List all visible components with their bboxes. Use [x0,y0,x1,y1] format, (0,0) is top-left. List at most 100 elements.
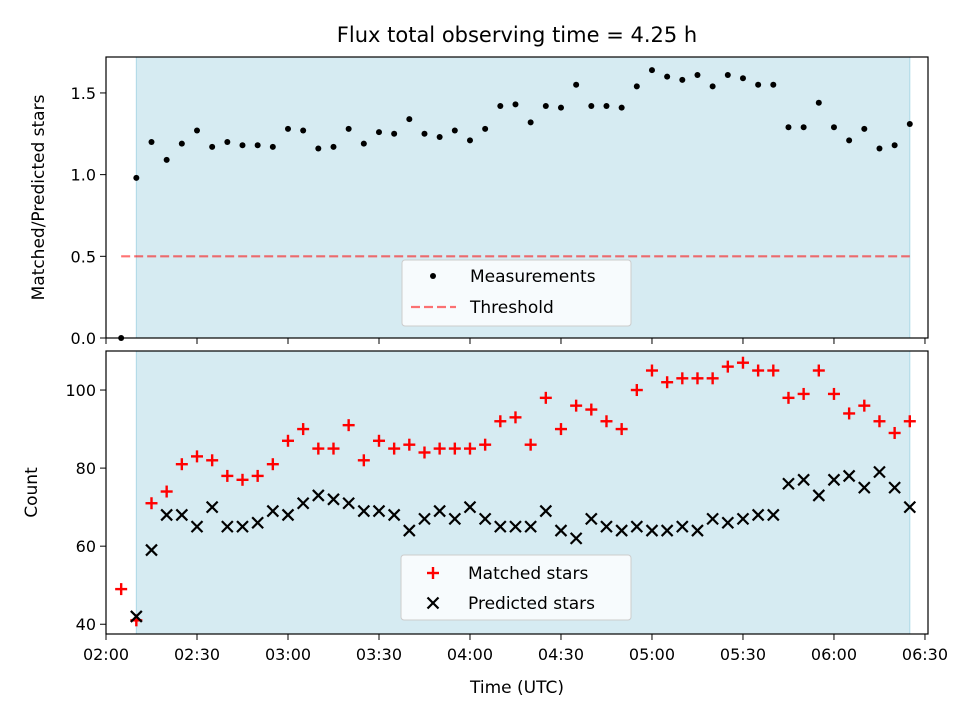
measurement-point [557,104,564,111]
bottom-x-tick-label: 06:00 [811,645,857,664]
top-legend: Measurements Threshold [401,259,632,327]
predicted-star-point [221,520,234,533]
predicted-x-b [842,469,856,483]
measurement-point [193,127,200,134]
bottom-y-axis-label: Count [22,467,42,518]
matched-star-point [403,438,416,451]
bottom-axes-frame [105,350,929,635]
measurement-point [618,104,625,111]
matched-star-point [873,415,886,428]
matched-star-point [827,387,840,400]
predicted-x-b [494,520,507,533]
top-y-tick-label: 1.0 [71,166,96,185]
measurement-point [163,156,170,163]
predicted-x-b [751,508,765,522]
matched-star-point [630,384,643,397]
predicted-star-point [812,489,826,502]
matched-star-point [266,458,279,471]
predicted-x-b [569,532,583,545]
predicted-star-point [312,489,325,502]
predicted-x-b [312,489,325,502]
measurement-point [421,130,428,137]
bottom-x-tick-label: 04:30 [538,645,584,664]
predicted-x-b [327,493,340,506]
matched-star-point [206,454,219,467]
predicted-x-b [585,512,598,526]
predicted-x-b [160,508,173,522]
legend-predicted-label: Predicted stars [468,594,595,614]
top-axes-frame [105,56,929,339]
predicted-star-point [615,524,628,537]
legend-predicted-marker-b [426,596,440,610]
predicted-star-point [630,520,644,533]
top-panel: 0.0 0.5 1.0 1.5 Measurements Threshold [71,56,929,348]
predicted-star-point [660,524,674,537]
predicted-star-point [691,524,704,537]
predicted-star-point [236,520,249,533]
matched-star-point [797,387,810,400]
predicted-star-point [842,469,856,483]
bottom-y-tick-label: 40 [76,615,96,634]
predicted-x-b [266,504,280,518]
matched-star-point [661,376,674,389]
measurement-point [512,101,519,108]
measurement-point [815,99,822,106]
measurement-point [648,67,655,74]
bottom-legend-frame [400,554,632,621]
bottom-x-tick-label: 05:00 [629,645,675,664]
predicted-x-b [342,496,355,510]
predicted-star-point [160,508,173,522]
predicted-x-b [387,508,401,522]
matched-star-point [570,399,583,412]
measurement-point [482,125,489,132]
predicted-x-b [524,520,537,533]
measurement-point [466,137,473,144]
predicted-x-b [782,477,795,490]
predicted-x-b [251,516,264,530]
predicted-star-point [448,512,462,526]
predicted-star-point [873,465,886,479]
matched-star-point [372,434,385,447]
matched-star-point [903,415,916,428]
bottom-y-tick-label: 80 [76,459,96,478]
matched-star-point [115,583,128,596]
bottom-x-tick-label: 06:30 [902,645,948,664]
predicted-x-b [827,473,841,487]
measurement-point [846,137,853,144]
matched-star-point [160,485,173,498]
measurement-point [436,134,443,141]
predicted-star-point [296,496,310,510]
predicted-star-point [903,500,917,514]
predicted-x-b [767,508,780,522]
bottom-x-tick-label: 03:00 [265,645,311,664]
predicted-star-point [342,496,355,510]
measurement-point [315,145,322,152]
predicted-x-b [630,520,644,533]
predicted-star-point [357,504,371,518]
predicted-star-point [539,504,553,518]
measurement-point [679,76,686,83]
top-y-axis-label: Matched/Predicted stars [29,94,49,300]
measurement-point [406,116,413,123]
measurement-point [770,81,777,88]
matched-star-point [615,423,628,436]
matched-star-point [463,442,476,455]
matched-star-point [418,446,431,459]
top-y-tick-label: 0.0 [71,329,96,348]
predicted-star-point [888,481,901,494]
legend-measurements-label: Measurements [470,267,596,287]
predicted-star-point [463,500,477,514]
measurement-point [709,83,716,90]
predicted-x-b [236,520,249,533]
predicted-star-point [524,520,537,533]
measurement-point [603,103,610,110]
measurement-point [664,73,671,80]
legend-threshold-label: Threshold [469,298,554,318]
predicted-x-b [357,504,371,518]
predicted-star-point [645,524,659,537]
matched-star-point [494,415,507,428]
predicted-star-point [600,520,613,533]
predicted-x-b [691,524,704,537]
measurement-point [451,127,458,134]
predicted-x-b [433,504,446,518]
